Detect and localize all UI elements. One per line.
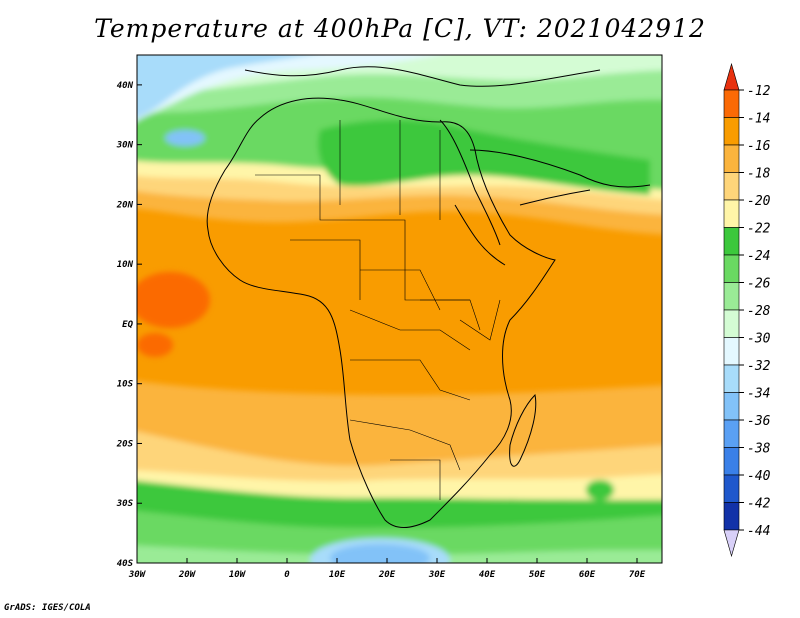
temperature-field	[137, 55, 662, 563]
colorbar-underflow-arrow	[723, 529, 740, 558]
lon-tick-label: 30E	[428, 570, 446, 580]
lon-tick-label: 50E	[529, 570, 546, 580]
lon-tick-label: 10W	[229, 570, 247, 580]
lon-tick-label: 70E	[629, 570, 646, 580]
colorbar-label: -14	[747, 112, 770, 127]
lat-tick-label: 30N	[116, 141, 134, 151]
colorbar-label: -36	[747, 414, 771, 429]
colorbar-swatch	[723, 254, 740, 283]
lat-tick-label: 40N	[117, 81, 134, 91]
colorbar-label: -18	[747, 167, 771, 182]
colorbar-label: -32	[747, 359, 771, 374]
lat-tick-label: 20S	[116, 439, 134, 449]
lat-tick-label: 30S	[116, 499, 134, 509]
colorbar-swatch	[723, 144, 740, 173]
colorbar-swatch	[723, 502, 740, 531]
colorbar-label: -16	[747, 139, 771, 154]
lon-tick-label: 30W	[128, 570, 147, 580]
colorbar-label: -44	[747, 524, 770, 539]
plot-frame	[136, 54, 663, 564]
colorbar: -12 -14 -16 -18 -20 -22 -24 -26 -28 -30 -32 -34 -36 -…	[723, 62, 771, 558]
chart-title: Temperature at 400hPa [C], VT: 202104291…	[94, 14, 706, 43]
colorbar-label: -30	[747, 332, 771, 347]
colorbar-label: -26	[747, 277, 771, 292]
colorbar-swatch	[723, 227, 740, 256]
colorbar-swatch	[723, 172, 740, 201]
colorbar-swatch	[723, 419, 740, 448]
colorbar-swatch	[723, 392, 740, 421]
longitude-axis: 30W 20W 10W 0 10E 20E 30E 40E 50E 60E 70E	[128, 558, 646, 580]
lat-tick-label: 40S	[117, 559, 134, 569]
colorbar-label: -22	[747, 222, 771, 237]
colorbar-swatch	[723, 337, 740, 366]
grads-credit: GrADS: IGES/COLA	[4, 603, 91, 613]
lon-tick-label: 10E	[329, 570, 346, 580]
lat-tick-label: 10N	[117, 260, 134, 270]
colorbar-swatch	[723, 474, 740, 503]
lon-tick-label: 0	[284, 570, 290, 580]
colorbar-overflow-arrow	[723, 62, 740, 91]
colorbar-label: -40	[747, 469, 771, 484]
lat-tick-label: 20N	[116, 200, 134, 210]
country-borders	[255, 120, 501, 500]
colorbar-swatch	[723, 364, 740, 393]
colorbar-swatch	[723, 89, 740, 118]
colorbar-label: -38	[747, 442, 771, 457]
colorbar-label: -28	[747, 304, 771, 319]
colorbar-swatch	[723, 282, 740, 311]
lon-tick-label: 60E	[579, 570, 596, 580]
latitude-axis: 40N 30N 20N 10N EQ 10S 20S 30S 40S	[116, 81, 142, 569]
colorbar-label: -20	[747, 194, 771, 209]
lat-tick-label: 10S	[117, 380, 134, 390]
coastlines	[206, 66, 651, 528]
colorbar-label: -24	[747, 249, 770, 264]
colorbar-swatch	[723, 199, 740, 228]
colorbar-swatch	[723, 447, 740, 476]
colorbar-swatch	[723, 117, 740, 146]
lon-tick-label: 20W	[178, 570, 197, 580]
lat-tick-label: EQ	[122, 320, 133, 330]
lon-tick-label: 20E	[378, 570, 396, 580]
colorbar-swatch	[723, 309, 740, 338]
colorbar-label: -34	[747, 387, 770, 402]
colorbar-label: -42	[747, 497, 771, 512]
colorbar-label: -12	[747, 84, 771, 99]
lon-tick-label: 40E	[479, 570, 496, 580]
